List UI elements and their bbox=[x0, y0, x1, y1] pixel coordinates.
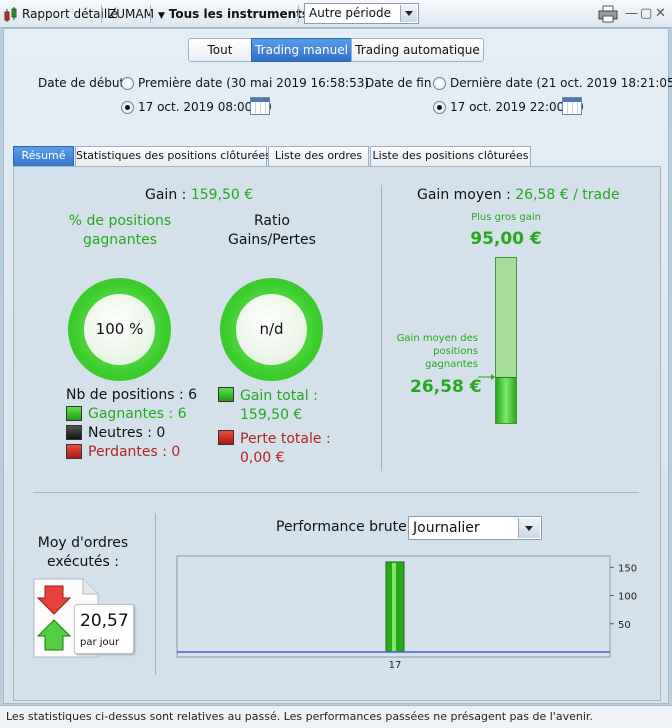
toolbar-separator bbox=[298, 5, 299, 23]
avg-win-value: 26,58 € bbox=[410, 377, 482, 397]
orders-per-day-card: 20,57 par jour bbox=[74, 604, 134, 654]
tab-orders-list[interactable]: Liste des ordres bbox=[268, 146, 369, 166]
neutral-count: Neutres : 0 bbox=[88, 425, 166, 441]
y-tick-label: 50 bbox=[618, 620, 631, 631]
y-tick-label: 150 bbox=[618, 563, 637, 574]
start-date-label: Date de début : bbox=[38, 76, 133, 90]
positions-count: Nb de positions : 6 bbox=[66, 387, 198, 403]
loss-total-value: 0,00 € bbox=[240, 450, 285, 466]
instruments-dropdown[interactable]: ▼ Tous les instruments bbox=[158, 0, 309, 28]
pct-winning-title: % de positions gagnantes bbox=[68, 213, 172, 248]
start-first-date-radio[interactable] bbox=[121, 77, 134, 90]
account-label[interactable]: ZUMAM bbox=[108, 7, 154, 21]
restore-icon[interactable]: ▢ bbox=[640, 6, 653, 21]
chart-bar-highlight bbox=[392, 562, 396, 651]
instruments-label: Tous les instruments bbox=[168, 7, 310, 21]
losers-legend-icon bbox=[66, 444, 82, 459]
report-icon[interactable] bbox=[3, 0, 19, 28]
ratio-ring: n/d bbox=[220, 278, 323, 381]
period-select[interactable]: Autre période bbox=[304, 3, 419, 24]
tab-closed-positions-stats[interactable]: Statistiques des positions clôturées bbox=[75, 146, 271, 166]
gain-total-block: Gain total : 159,50 € bbox=[240, 387, 318, 425]
gain-total-label: Gain total : bbox=[240, 388, 318, 404]
calendar-icon[interactable] bbox=[562, 97, 582, 115]
avg-gain-row: Gain moyen : 26,58 € / trade bbox=[417, 187, 620, 203]
loss-total-label: Perte totale : bbox=[240, 431, 331, 447]
performance-period-value: Journalier bbox=[413, 520, 480, 536]
toolbar-separator bbox=[101, 5, 102, 23]
pct-winning-ring: 100 % bbox=[68, 278, 171, 381]
vertical-divider bbox=[155, 513, 156, 675]
avg-win-bar-fill bbox=[496, 377, 516, 423]
tab-closed-positions-list[interactable]: Liste des positions clôturées bbox=[370, 146, 531, 166]
avg-win-label: Gain moyen des positions gagnantes bbox=[396, 333, 478, 370]
toolbar-separator bbox=[150, 5, 151, 23]
segment-automatic[interactable]: Trading automatique bbox=[351, 38, 484, 62]
close-icon[interactable]: ✕ bbox=[655, 6, 666, 21]
ratio-value: n/d bbox=[236, 294, 307, 365]
performance-title: Performance brute bbox=[276, 519, 407, 535]
start-custom-date-radio[interactable] bbox=[121, 101, 134, 114]
print-icon[interactable] bbox=[598, 0, 618, 28]
period-select-value: Autre période bbox=[309, 6, 391, 20]
tab-summary[interactable]: Résumé bbox=[13, 146, 74, 166]
loss-total-legend-icon bbox=[218, 430, 234, 445]
disclaimer-footer: Les statistiques ci-dessus sont relative… bbox=[0, 705, 672, 728]
max-gain-bar bbox=[495, 257, 517, 424]
calendar-icon[interactable] bbox=[250, 97, 270, 115]
winners-count: Gagnantes : 6 bbox=[88, 406, 187, 422]
end-last-date-label[interactable]: Dernière date (21 oct. 2019 18:21:05) bbox=[450, 76, 672, 90]
y-tick-label: 100 bbox=[618, 592, 637, 603]
end-custom-date-value[interactable]: 17 oct. 2019 22:00:00 bbox=[450, 100, 584, 114]
arrow-right-icon bbox=[478, 374, 495, 380]
gain-total-legend-icon bbox=[218, 387, 234, 402]
end-last-date-radio[interactable] bbox=[433, 77, 446, 90]
dropdown-arrow-icon: ▼ bbox=[158, 11, 165, 21]
losers-count: Perdantes : 0 bbox=[88, 444, 181, 460]
performance-period-select[interactable]: Journalier bbox=[408, 516, 542, 540]
avg-gain-value: 26,58 € / trade bbox=[515, 187, 620, 203]
vertical-divider bbox=[381, 185, 382, 471]
max-gain-value: 95,00 € bbox=[470, 229, 542, 249]
minimize-icon[interactable]: — bbox=[625, 6, 638, 21]
report-detail-button[interactable]: Rapport détaillé bbox=[22, 7, 118, 21]
chevron-down-icon bbox=[518, 518, 540, 538]
max-gain-label: Plus gros gain bbox=[471, 212, 541, 223]
neutral-legend-icon bbox=[66, 425, 82, 440]
orders-avg-title: Moy d'ordres exécutés : bbox=[37, 535, 129, 570]
gain-total-value: 159,50 € bbox=[240, 407, 303, 423]
chevron-down-icon bbox=[400, 5, 417, 22]
performance-chart: 50 100 150 17 bbox=[176, 555, 637, 671]
pct-winning-value: 100 % bbox=[84, 294, 155, 365]
ratio-title: Ratio Gains/Pertes bbox=[228, 213, 316, 248]
toolbar: Rapport détaillé ZUMAM ▼ Tous les instru… bbox=[0, 0, 672, 28]
start-custom-date-value[interactable]: 17 oct. 2019 08:00:00 bbox=[138, 100, 272, 114]
start-first-date-label[interactable]: Première date (30 mai 2019 16:58:53) bbox=[138, 76, 370, 90]
gain-label: Gain : bbox=[145, 187, 187, 203]
end-date-label: Date de fin : bbox=[365, 76, 440, 90]
horizontal-divider bbox=[33, 492, 639, 493]
segment-manual[interactable]: Trading manuel bbox=[251, 38, 352, 62]
orders-per-day-value: 20,57 bbox=[80, 611, 129, 631]
main-panel: Tout Trading manuel Trading automatique … bbox=[3, 28, 672, 704]
segment-all[interactable]: Tout bbox=[188, 38, 252, 62]
orders-per-day-unit: par jour bbox=[80, 637, 120, 648]
x-tick-label: 17 bbox=[389, 660, 402, 671]
winners-legend-icon bbox=[66, 406, 82, 421]
end-custom-date-radio[interactable] bbox=[433, 101, 446, 114]
gain-row: Gain : 159,50 € bbox=[145, 187, 253, 203]
avg-gain-label: Gain moyen : bbox=[417, 187, 511, 203]
gain-value: 159,50 € bbox=[190, 187, 254, 203]
loss-total-block: Perte totale : 0,00 € bbox=[240, 430, 331, 468]
